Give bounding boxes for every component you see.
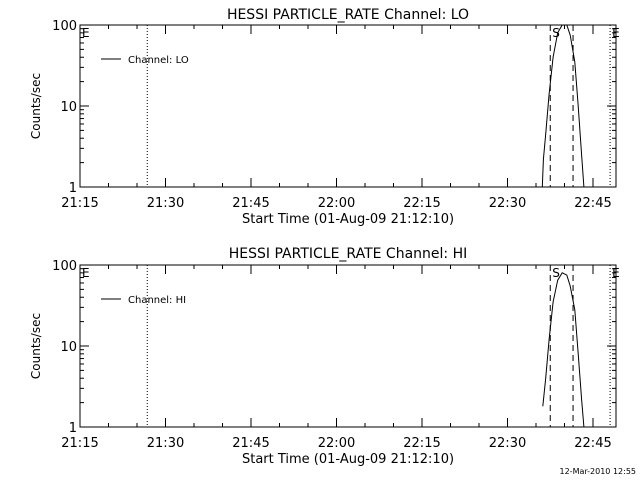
- x-tick-label: 21:15: [61, 196, 98, 211]
- legend-label: Channel: LO: [128, 55, 189, 66]
- chart-title: HESSI PARTICLE_RATE Channel: HI: [229, 246, 467, 262]
- y-axis-label: Counts/sec: [29, 313, 43, 379]
- chart-title: HESSI PARTICLE_RATE Channel: LO: [227, 7, 469, 23]
- x-tick-label: 21:15: [61, 436, 98, 451]
- y-tick-label: 1: [69, 181, 77, 196]
- y-axis-label: Counts/sec: [29, 73, 43, 139]
- legend-label: Channel: HI: [128, 295, 186, 306]
- x-tick-label: 22:15: [403, 196, 440, 211]
- x-tick-label: 22:15: [403, 436, 440, 451]
- x-tick-label: 22:45: [574, 436, 611, 451]
- marker-label: E: [612, 266, 620, 280]
- x-tick-label: 21:45: [232, 196, 269, 211]
- x-tick-label: 22:30: [489, 436, 526, 451]
- y-tick-label: 10: [60, 340, 77, 355]
- series-line: [541, 24, 585, 188]
- plot-frame: [79, 24, 617, 188]
- x-tick-label: 22:30: [489, 196, 526, 211]
- chart-panel-hi: HESSI PARTICLE_RATE Channel: HI 1 10 100 21:…: [29, 246, 620, 467]
- plot-frame: [79, 264, 617, 428]
- footer-timestamp: 12-Mar-2010 12:55: [560, 467, 637, 476]
- y-tick-label: 1: [69, 421, 77, 436]
- y-tick-label: 100: [52, 259, 77, 274]
- x-tick-label: 22:00: [318, 436, 355, 451]
- series-line: [542, 272, 585, 428]
- x-tick-label: 21:30: [147, 196, 184, 211]
- x-tick-label: 22:45: [574, 196, 611, 211]
- chart-panel-lo: HESSI PARTICLE_RATE Channel: LO 1 10 100 21:…: [29, 7, 620, 227]
- marker-label: E: [82, 26, 90, 40]
- x-tick-label: 21:30: [147, 436, 184, 451]
- y-tick-label: 10: [60, 100, 77, 115]
- marker-label: S: [552, 26, 560, 40]
- x-axis-label: Start Time (01-Aug-09 21:12:10): [242, 212, 454, 227]
- x-axis-label: Start Time (01-Aug-09 21:12:10): [242, 452, 454, 467]
- marker-label: S: [552, 266, 560, 280]
- x-tick-label: 21:45: [232, 436, 269, 451]
- marker-label: E: [82, 266, 90, 280]
- y-tick-label: 100: [52, 19, 77, 34]
- marker-label: E: [612, 26, 620, 40]
- x-tick-label: 22:00: [318, 196, 355, 211]
